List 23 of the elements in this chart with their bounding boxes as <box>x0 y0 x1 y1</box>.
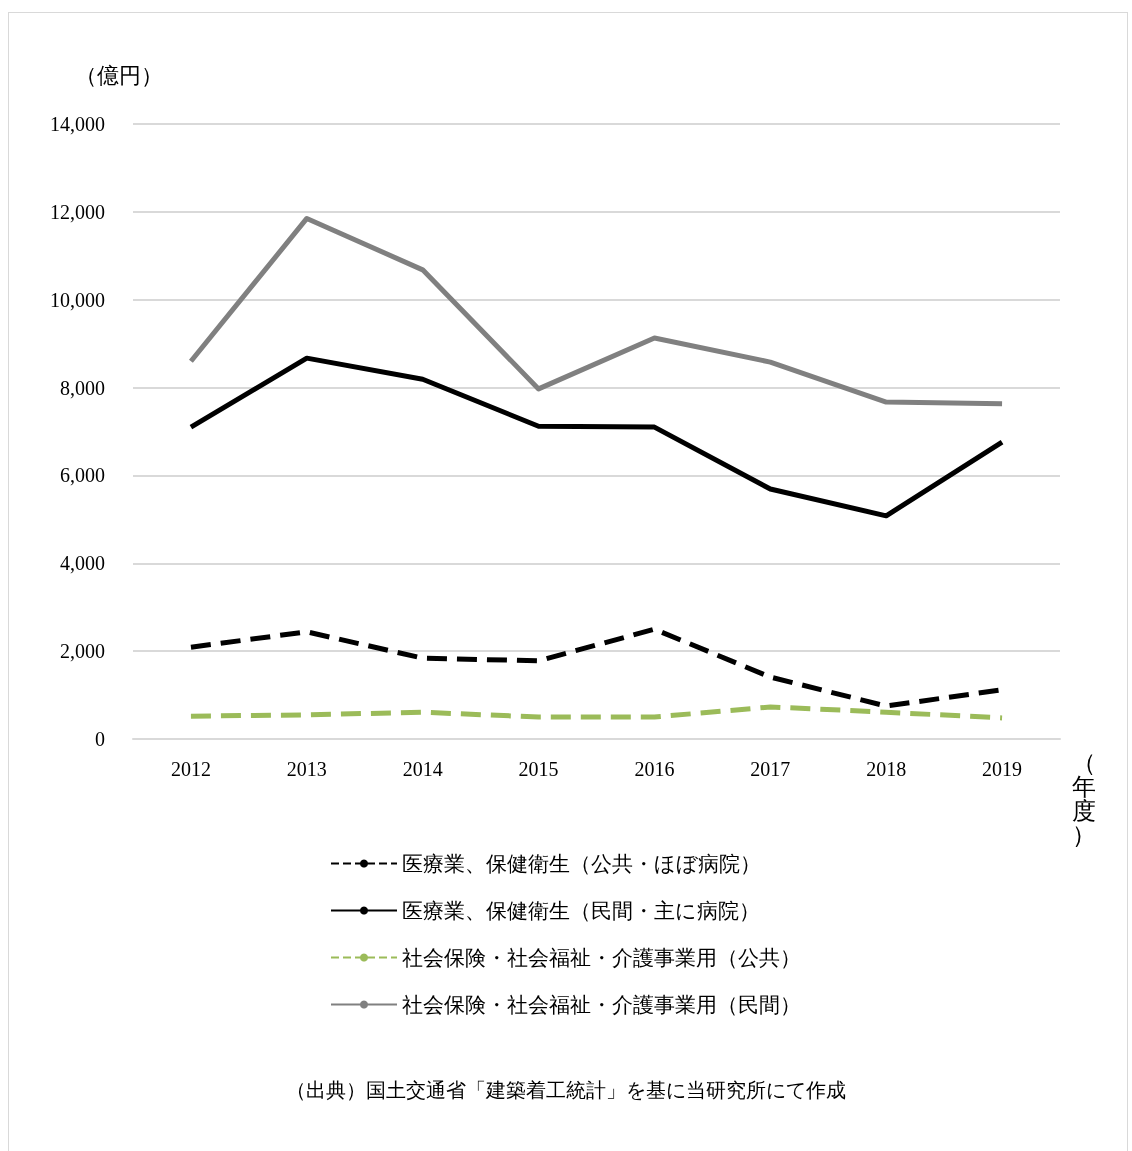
x-tick-label: 2018 <box>866 758 907 780</box>
y-tick-label: 14,000 <box>50 113 105 135</box>
y-tick-label: 10,000 <box>50 288 105 311</box>
y-tick-label: 2,000 <box>60 640 105 663</box>
x-tick-label: 2015 <box>518 758 559 780</box>
y-tick-label: 0 <box>95 728 105 750</box>
x-axis-title: （年度） <box>1072 750 1096 848</box>
x-tick-label: 2012 <box>170 758 211 780</box>
x-tick-label: 2014 <box>402 758 443 780</box>
x-tick-label: 2019 <box>982 758 1023 780</box>
x-tick-label: 2017 <box>750 758 791 780</box>
x-tick-label: 2013 <box>286 758 327 780</box>
legend-label: 社会保険・社会福祉・介護事業用（民間） <box>402 992 801 1017</box>
y-tick-label: 8,000 <box>60 376 105 399</box>
y-tick-label: 6,000 <box>60 464 105 487</box>
x-tick-label: 2016 <box>634 758 675 780</box>
legend-label: 医療業、保健衛生（公共・ほぼ病院） <box>402 851 761 876</box>
legend-label: 社会保険・社会福祉・介護事業用（公共） <box>402 945 801 970</box>
legend-label: 医療業、保健衛生（民間・主に病院） <box>402 898 760 923</box>
y-axis-title: （億円） <box>75 62 163 88</box>
text: （出典）国土交通省「建築着工統計」を基に当研究所にて作成 <box>286 1079 846 1101</box>
y-tick-label: 12,000 <box>50 200 105 223</box>
y-tick-label: 4,000 <box>60 552 105 575</box>
